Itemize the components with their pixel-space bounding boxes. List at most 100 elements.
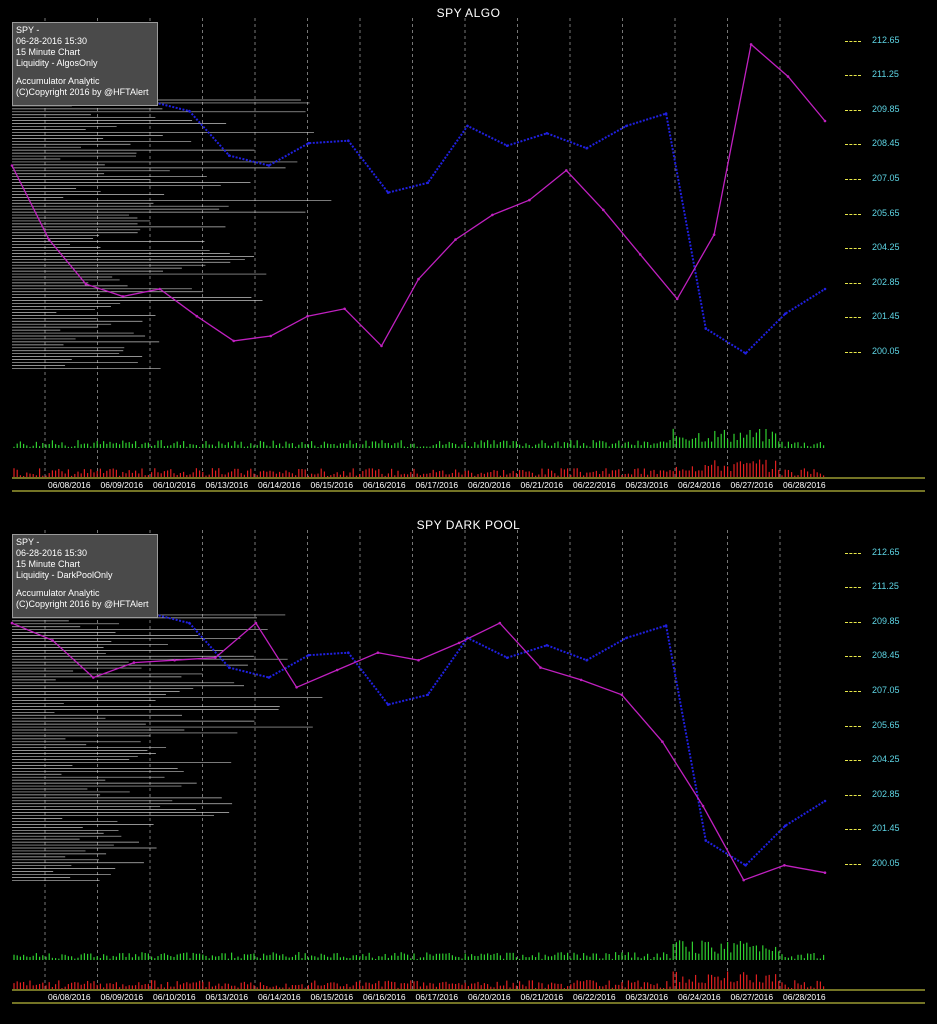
- series-point: [664, 624, 668, 627]
- series-point: [704, 327, 708, 330]
- y-level-dash: [845, 352, 861, 354]
- y-level-dash: [845, 248, 861, 250]
- x-tick-label: 06/27/2016: [730, 480, 774, 490]
- series-point: [545, 644, 549, 647]
- x-tick-label: 06/24/2016: [678, 480, 721, 490]
- y-level-dash: [845, 656, 861, 658]
- series-point: [823, 871, 827, 874]
- y-level-dash: [845, 40, 861, 42]
- x-tick-label: 06/10/2016: [153, 992, 196, 1002]
- series-point: [742, 878, 745, 882]
- info-product: Accumulator Analytic: [16, 76, 100, 86]
- x-tick-label: 06/22/2016: [573, 992, 616, 1002]
- series-point: [784, 824, 787, 827]
- series-point: [173, 658, 176, 662]
- y-tick-label: 211.25: [872, 581, 899, 592]
- x-tick-label: 06/16/2016: [363, 480, 406, 490]
- x-tick-label: 06/23/2016: [625, 992, 669, 1002]
- series-point: [295, 686, 298, 689]
- series-point: [528, 198, 531, 202]
- series-point: [417, 658, 420, 662]
- x-tick-label: 06/21/2016: [520, 480, 564, 490]
- series-point: [545, 132, 549, 135]
- info-liquidity: Liquidity - DarkPoolOnly: [16, 570, 113, 580]
- y-tick-label: 209.85: [872, 615, 900, 626]
- series-point: [335, 668, 339, 672]
- x-tick-label: 06/22/2016: [573, 480, 616, 490]
- y-level-dash: [845, 725, 861, 727]
- y-tick-label: 211.25: [872, 69, 899, 80]
- series-point: [638, 253, 642, 256]
- x-tick-label: 06/20/2016: [468, 480, 511, 490]
- series-point: [744, 352, 747, 355]
- series-point: [426, 181, 430, 185]
- y-level-dash: [845, 144, 861, 146]
- series-point: [195, 314, 199, 318]
- y-tick-label: 207.05: [872, 173, 900, 184]
- y-tick-label: 208.45: [872, 650, 900, 661]
- series-point: [307, 653, 310, 657]
- series-point: [498, 621, 502, 625]
- series-point: [121, 295, 125, 298]
- y-tick-label: 204.25: [872, 242, 900, 253]
- series-point: [386, 191, 390, 194]
- series-point: [426, 693, 430, 697]
- x-tick-label: 06/09/2016: [100, 992, 144, 1002]
- y-level-dash: [845, 75, 861, 77]
- series-point: [380, 344, 383, 348]
- series-point: [158, 287, 162, 291]
- series-point: [823, 287, 827, 291]
- series-point: [227, 666, 231, 669]
- x-tick-label: 06/15/2016: [310, 992, 354, 1002]
- info-product: Accumulator Analytic: [16, 588, 100, 598]
- x-tick-label: 06/14/2016: [258, 480, 301, 490]
- y-tick-label: 202.85: [872, 276, 900, 287]
- series-point: [10, 164, 14, 167]
- x-tick-label: 06/21/2016: [520, 992, 564, 1002]
- y-tick-label: 207.05: [872, 685, 900, 696]
- darkpool-panel: SPY DARK POOL SPY - 06-28-2016 15:30 15 …: [0, 512, 937, 1024]
- series-point: [10, 621, 14, 625]
- x-tick-label: 06/15/2016: [310, 480, 354, 490]
- series-point: [267, 676, 271, 679]
- x-tick-label: 06/10/2016: [153, 480, 196, 490]
- series-point: [585, 146, 588, 150]
- series-point: [664, 112, 668, 115]
- series-point: [347, 139, 350, 142]
- x-tick-label: 06/20/2016: [468, 992, 511, 1002]
- y-level-dash: [845, 794, 861, 796]
- y-level-dash: [845, 691, 861, 693]
- series-point: [227, 154, 231, 157]
- x-tick-label: 06/17/2016: [415, 992, 459, 1002]
- panel-title: SPY DARK POOL: [416, 518, 521, 532]
- y-tick-label: 212.65: [872, 34, 900, 45]
- y-tick-label: 205.65: [872, 719, 900, 730]
- series-point: [454, 238, 457, 241]
- y-level-dash: [845, 282, 861, 284]
- series-point: [254, 621, 258, 625]
- darkpool-chart: [10, 530, 925, 1004]
- series-point: [51, 639, 54, 642]
- x-tick-label: 06/08/2016: [48, 992, 91, 1002]
- y-level-dash: [845, 864, 861, 866]
- y-level-dash: [845, 760, 861, 762]
- series-point: [749, 43, 753, 46]
- series-point: [132, 661, 136, 664]
- y-tick-label: 200.05: [872, 346, 900, 357]
- y-level-dash: [845, 317, 861, 319]
- y-tick-label: 202.85: [872, 788, 900, 799]
- x-tick-label: 06/28/2016: [783, 992, 826, 1002]
- y-level-dash: [845, 213, 861, 215]
- y-tick-label: 209.85: [872, 103, 900, 114]
- y-tick-label: 208.45: [872, 138, 900, 149]
- info-symbol: SPY -: [16, 25, 40, 35]
- series-point: [744, 864, 747, 867]
- x-tick-label: 06/27/2016: [730, 992, 774, 1002]
- series-point: [347, 651, 350, 654]
- series-point: [783, 864, 786, 867]
- series-point: [823, 119, 827, 123]
- series-point: [704, 839, 708, 842]
- y-level-dash: [845, 829, 861, 831]
- y-level-dash: [845, 587, 861, 589]
- series-point: [786, 75, 790, 78]
